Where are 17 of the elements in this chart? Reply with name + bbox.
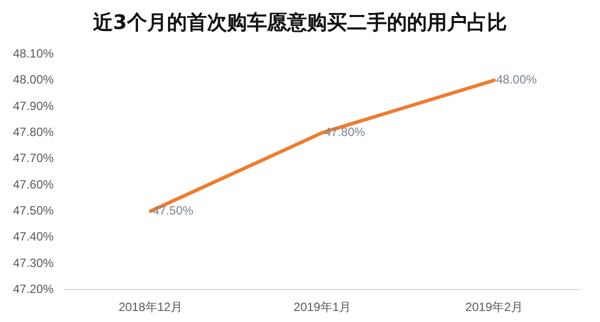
x-tick-label: 2019年1月 xyxy=(294,300,352,314)
y-tick-label: 47.70% xyxy=(12,151,54,166)
y-tick-label: 48.00% xyxy=(12,72,54,87)
y-tick-label: 48.10% xyxy=(12,46,54,61)
y-tick-label: 47.50% xyxy=(12,203,54,218)
data-label: 47.80% xyxy=(324,124,366,139)
y-tick-label: 47.90% xyxy=(12,98,54,113)
y-tick-label: 47.60% xyxy=(12,177,54,192)
chart-title: 近3个月的首次购车愿意购买二手的的用户占比 xyxy=(92,9,508,36)
y-tick-label: 47.80% xyxy=(12,124,54,139)
y-tick-label: 47.30% xyxy=(12,256,54,270)
data-label: 48.00% xyxy=(496,72,538,87)
y-tick-label: 47.40% xyxy=(12,230,54,244)
x-tick-label: 2019年2月 xyxy=(465,300,523,314)
x-tick-label: 2018年12月 xyxy=(118,300,183,314)
y-tick-label: 47.20% xyxy=(12,282,54,296)
data-label: 47.50% xyxy=(152,203,194,218)
